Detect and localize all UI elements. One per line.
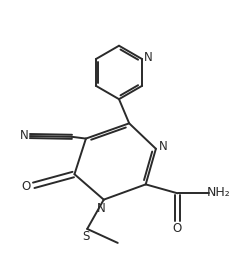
Text: N: N: [144, 51, 153, 64]
Text: O: O: [22, 180, 31, 193]
Text: N: N: [159, 140, 167, 153]
Text: N: N: [20, 129, 29, 142]
Text: NH₂: NH₂: [207, 186, 231, 199]
Text: O: O: [172, 222, 181, 235]
Text: N: N: [97, 202, 106, 215]
Text: S: S: [82, 230, 90, 242]
